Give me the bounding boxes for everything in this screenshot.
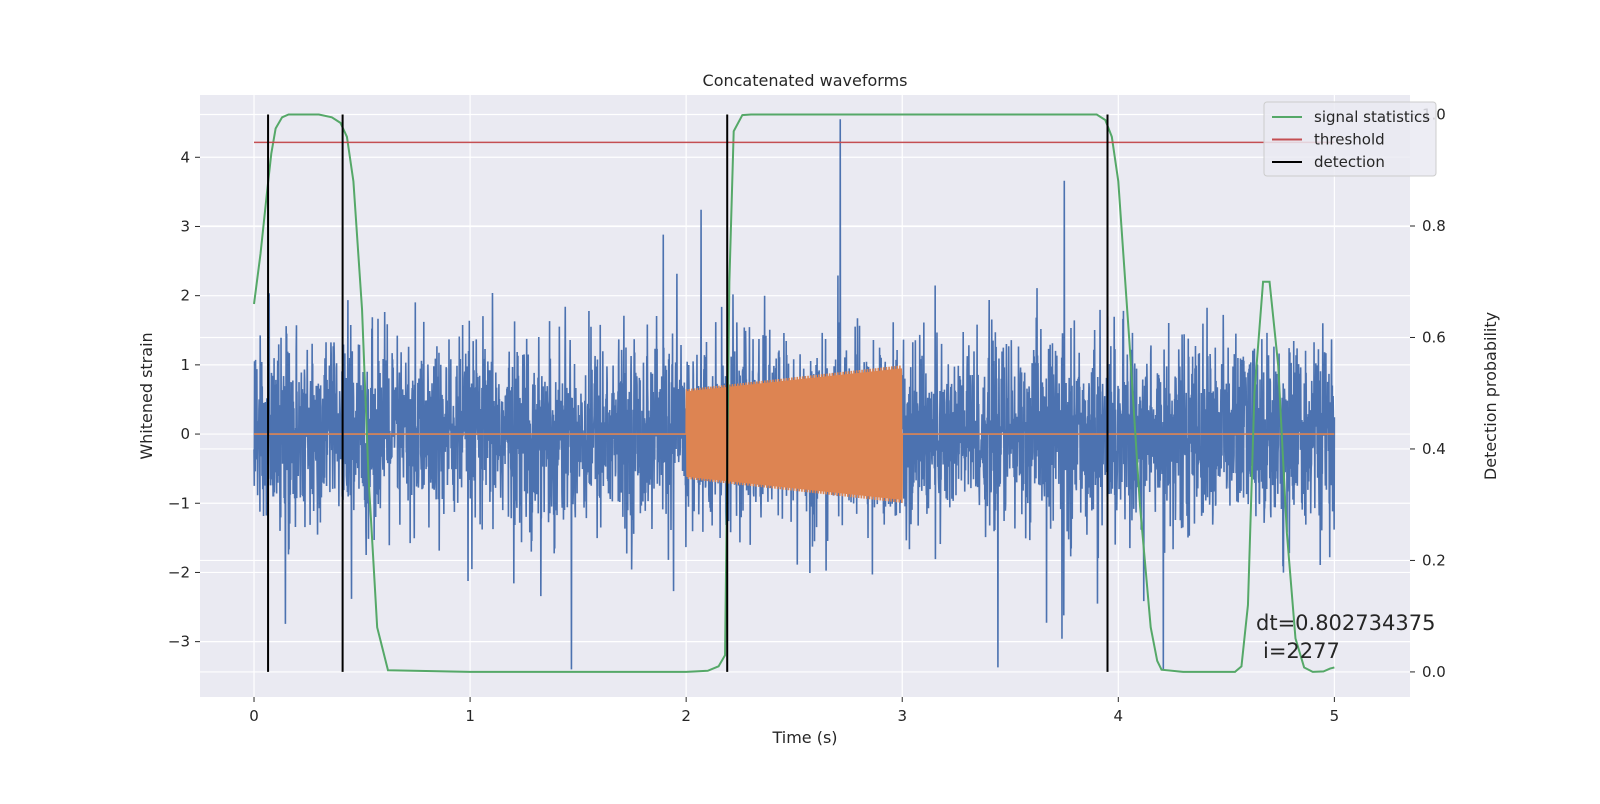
y-axis-title: Whitened strain	[137, 332, 156, 459]
legend-entry-signal-statistics: signal statistics	[1314, 108, 1430, 126]
plot-area	[253, 113, 1336, 673]
signal-statistics-line	[253, 113, 1335, 673]
x-tick-label: 3	[897, 707, 907, 725]
y-tick-label: −3	[168, 633, 190, 651]
legend-entry-detection: detection	[1314, 153, 1385, 171]
annotation-dt: dt=0.802734375	[1256, 611, 1435, 635]
y-right-tick-label: 0.6	[1422, 328, 1446, 346]
x-tick-label: 5	[1330, 707, 1340, 725]
y-right-tick-label: 0.0	[1422, 663, 1446, 681]
y-tick-label: 0	[180, 425, 190, 443]
y-axis-right-title: Detection probability	[1481, 312, 1500, 480]
y-right-tick-label: 0.8	[1422, 217, 1446, 235]
x-tick-label: 1	[465, 707, 475, 725]
injected-waveform-trace	[254, 365, 1335, 503]
y-right-tick-label: 0.4	[1422, 440, 1446, 458]
chart-title: Concatenated waveforms	[703, 71, 908, 90]
x-axis-title: Time (s)	[771, 728, 837, 747]
y-tick-label: 3	[180, 217, 190, 235]
y-tick-label: 2	[180, 287, 190, 305]
y-tick-label: 4	[180, 148, 190, 166]
annotation-index: i=2277	[1263, 639, 1340, 663]
y-tick-label: 1	[180, 356, 190, 374]
legend: signal statistics threshold detection	[1263, 101, 1437, 177]
x-tick-label: 4	[1114, 707, 1124, 725]
x-tick-label: 2	[681, 707, 691, 725]
x-tick-label: 0	[249, 707, 259, 725]
y-right-tick-label: 0.2	[1422, 551, 1446, 569]
legend-frame	[1263, 101, 1437, 177]
y-tick-label: −1	[168, 494, 190, 512]
legend-entry-threshold: threshold	[1314, 131, 1385, 149]
y-tick-label: −2	[168, 563, 190, 581]
traces	[253, 113, 1336, 673]
